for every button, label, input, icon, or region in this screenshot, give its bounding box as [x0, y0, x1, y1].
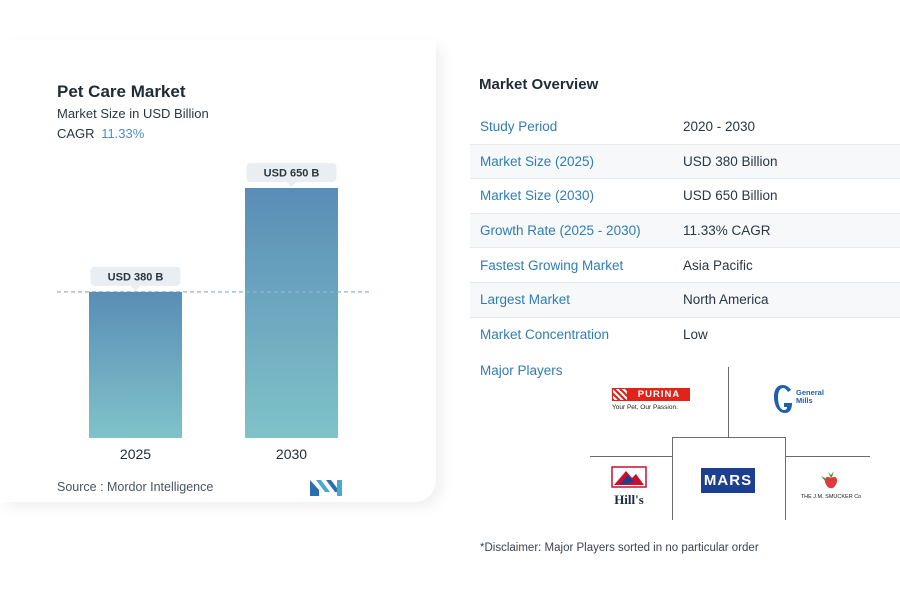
table-row: Largest Market North America	[470, 282, 900, 318]
data-label-bg	[246, 163, 337, 182]
row-value: Asia Pacific	[683, 257, 753, 273]
x-tick-label: 2025	[120, 446, 151, 462]
market-overview-title: Market Overview	[479, 76, 599, 93]
mars-logo: MARS	[701, 468, 755, 493]
purina-wordmark: PURINA	[628, 388, 690, 401]
general-mills-g-icon	[774, 385, 792, 413]
row-value: USD 380 Billion	[683, 153, 778, 169]
row-key: Largest Market	[480, 292, 571, 308]
table-row: Study Period 2020 - 2030	[470, 110, 900, 145]
chart-title: Pet Care Market	[57, 82, 186, 101]
bar-2030	[245, 188, 338, 438]
disclaimer: *Disclaimer: Major Players sorted in no …	[480, 542, 759, 554]
hills-emblem-icon	[611, 466, 647, 488]
general-mills-logo: General Mills	[772, 383, 842, 417]
row-value: USD 650 Billion	[683, 188, 778, 204]
cagr-label: CAGR	[57, 126, 95, 141]
mordor-intelligence-logo	[310, 480, 342, 496]
market-overview-table: Study Period 2020 - 2030 Market Size (20…	[470, 110, 900, 352]
table-row: Market Size (2025) USD 380 Billion	[470, 144, 900, 180]
data-label: USD 380 B	[108, 271, 164, 283]
smucker-wordmark: THE J.M. SMUCKER Co	[800, 494, 862, 500]
grid-divider	[785, 437, 786, 520]
strawberry-icon	[821, 471, 838, 489]
grid-divider	[672, 437, 785, 438]
cagr-line: CAGR 11.33%	[57, 126, 144, 141]
general-mills-line1: General	[796, 388, 824, 397]
row-key: Study Period	[480, 119, 558, 135]
bar-chart: USD 380 B 2025 USD 650 B 2030	[57, 163, 372, 462]
grid-divider	[728, 367, 729, 437]
hills-wordmark: Hill's	[614, 492, 644, 507]
data-label-pointer	[130, 285, 141, 291]
row-value: 2020 - 2030	[683, 119, 756, 135]
chart-card: Pet Care Market Market Size in USD Billi…	[0, 40, 436, 502]
x-tick-label: 2030	[276, 446, 307, 462]
hills-logo: Hill's	[610, 466, 648, 508]
grid-divider	[785, 456, 870, 457]
row-key: Market Size (2025)	[480, 153, 595, 169]
general-mills-line2: Mills	[796, 396, 813, 405]
row-key: Fastest Growing Market	[480, 257, 624, 273]
table-row: Growth Rate (2025 - 2030) 11.33% CAGR	[470, 213, 900, 249]
table-row: Market Concentration Low	[470, 317, 900, 352]
purina-logo: PURINA Your Pet, Our Passion.	[612, 388, 690, 411]
chart-subtitle: Market Size in USD Billion	[57, 106, 209, 121]
cagr-value: 11.33%	[101, 126, 145, 141]
data-label-pointer	[286, 182, 297, 187]
table-row: Fastest Growing Market Asia Pacific	[470, 248, 900, 283]
grid-divider	[590, 456, 672, 457]
row-value: North America	[683, 292, 769, 308]
data-label: USD 650 B	[264, 168, 320, 180]
purina-tagline: Your Pet, Our Passion.	[612, 404, 678, 411]
bar-2025	[89, 291, 182, 438]
chart-source: Source : Mordor Intelligence	[57, 480, 214, 494]
checkerboard-icon	[612, 388, 628, 401]
data-label-bg	[90, 266, 181, 286]
row-key: Market Size (2030)	[480, 188, 595, 204]
table-row: Market Size (2030) USD 650 Billion	[470, 179, 900, 214]
row-value: 11.33% CAGR	[683, 223, 771, 239]
major-players-label: Major Players	[480, 363, 563, 378]
row-key: Growth Rate (2025 - 2030)	[480, 223, 641, 239]
row-key: Market Concentration	[480, 326, 610, 342]
grid-divider	[672, 437, 673, 520]
smucker-logo: THE J.M. SMUCKER Co	[795, 469, 867, 500]
row-value: Low	[683, 326, 708, 342]
